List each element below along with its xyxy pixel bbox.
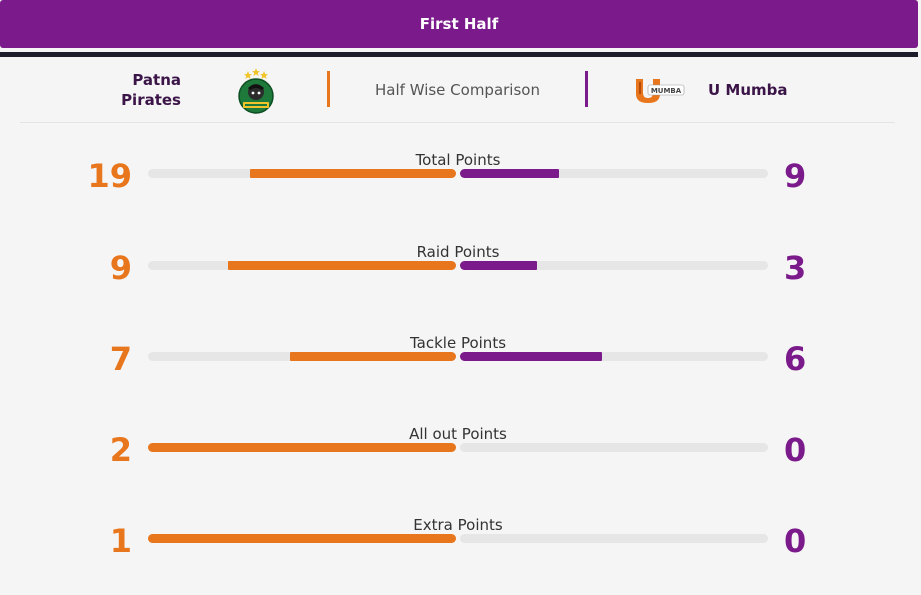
stat-value-left: 2: [109, 431, 132, 469]
stat-row-tackle-points: Tackle Points 7 6: [0, 334, 921, 394]
bar-track-left: [148, 443, 456, 452]
svg-text:MUMBA: MUMBA: [651, 87, 682, 95]
tab-label: First Half: [419, 15, 499, 33]
bar-track-left: [148, 352, 456, 361]
stat-label: Tackle Points: [409, 334, 507, 352]
stat-row-extra-points: Extra Points 1 0: [0, 516, 921, 576]
stat-value-right: 0: [784, 431, 807, 469]
bar-fill-right: [460, 261, 537, 270]
stat-label: All out Points: [409, 425, 507, 443]
tab-first-half[interactable]: First Half: [0, 0, 918, 48]
u-mumba-logo: MUMBA: [636, 79, 685, 103]
separator-left: [327, 71, 330, 107]
comparison-label: Half Wise Comparison: [375, 81, 540, 99]
separator-right: [585, 71, 588, 107]
bar-fill-left: [228, 261, 456, 270]
stat-label: Extra Points: [413, 516, 503, 534]
stat-value-right: 6: [784, 340, 807, 378]
stat-value-left: 9: [109, 249, 132, 287]
team-right-name: U Mumba: [708, 81, 788, 99]
comparison-header: Patna Pirates Half Wise Comparison MUMBA…: [20, 58, 895, 123]
stat-value-left: 19: [87, 157, 132, 195]
stat-label: Raid Points: [416, 243, 500, 261]
stat-row-raid-points: Raid Points 9 3: [0, 243, 921, 303]
bar-fill-left: [148, 443, 456, 452]
bar-track-left: [148, 261, 456, 270]
stat-value-right: 3: [784, 249, 807, 287]
bar-fill-right: [460, 169, 559, 178]
stat-row-total-points: Total Points 19 9: [0, 151, 921, 211]
bar-track-right: [460, 169, 768, 178]
team-left-name: Patna Pirates: [121, 71, 181, 109]
stat-label: Total Points: [415, 151, 501, 169]
patna-pirates-logo: [238, 68, 274, 114]
bar-fill-left: [249, 169, 456, 178]
stat-value-right: 0: [784, 522, 807, 560]
bar-fill-left: [289, 352, 456, 361]
bar-track-right: [460, 534, 768, 543]
bar-track-right: [460, 261, 768, 270]
stat-value-right: 9: [784, 157, 807, 195]
stat-row-all-out-points: All out Points 2 0: [0, 425, 921, 485]
tab-underline: [0, 52, 918, 57]
bar-track-right: [460, 443, 768, 452]
bar-track-left: [148, 169, 456, 178]
bar-fill-right: [460, 352, 602, 361]
bar-track-right: [460, 352, 768, 361]
stat-value-left: 1: [109, 522, 132, 560]
stat-value-left: 7: [109, 340, 132, 378]
bar-track-left: [148, 534, 456, 543]
bar-fill-left: [148, 534, 456, 543]
